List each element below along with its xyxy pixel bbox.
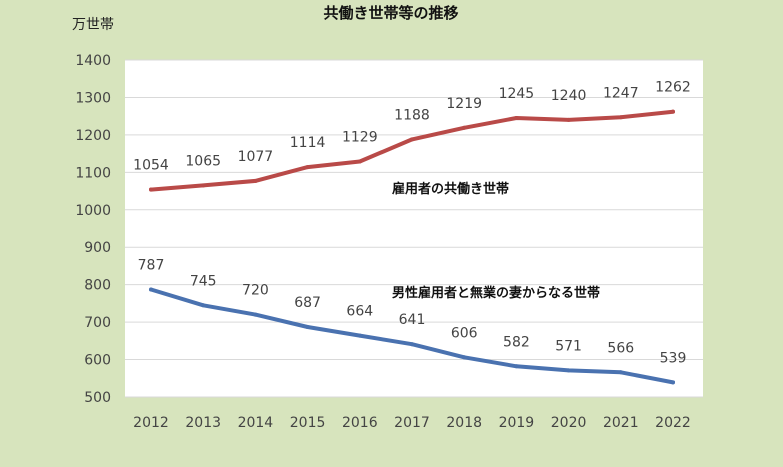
y-tick-label: 1300 bbox=[75, 90, 111, 106]
x-tick-label: 2017 bbox=[394, 415, 430, 431]
data-label: 720 bbox=[242, 283, 269, 299]
y-tick-label: 1000 bbox=[75, 203, 111, 219]
y-tick-label: 1400 bbox=[75, 53, 111, 69]
data-label: 1245 bbox=[499, 86, 535, 102]
x-tick-label: 2014 bbox=[238, 415, 274, 431]
data-point bbox=[305, 324, 310, 329]
data-label: 1065 bbox=[185, 153, 221, 169]
data-point bbox=[357, 333, 362, 338]
x-tick-label: 2012 bbox=[133, 415, 169, 431]
data-label: 1240 bbox=[551, 88, 587, 104]
data-label: 641 bbox=[399, 312, 426, 328]
data-point bbox=[514, 116, 519, 121]
data-point bbox=[201, 183, 206, 188]
data-label: 1077 bbox=[238, 149, 274, 165]
data-point bbox=[253, 312, 258, 317]
series-group: 1054 1065 1077 1114 1129 1188 1219 1245 1240 1247… bbox=[133, 80, 691, 385]
data-point bbox=[201, 303, 206, 308]
data-label: 1114 bbox=[290, 135, 326, 151]
x-tick-label: 2019 bbox=[499, 415, 535, 431]
data-point bbox=[671, 380, 675, 385]
data-point bbox=[410, 342, 414, 347]
data-label: 566 bbox=[607, 340, 634, 356]
data-label: 745 bbox=[190, 273, 217, 289]
data-label: 787 bbox=[138, 258, 165, 274]
x-tick-label: 2020 bbox=[551, 415, 587, 431]
data-point bbox=[305, 165, 310, 170]
data-point bbox=[618, 115, 623, 120]
data-point bbox=[253, 178, 258, 183]
data-label: 582 bbox=[503, 334, 530, 350]
x-tick-label: 2013 bbox=[185, 415, 221, 431]
y-tick-label: 900 bbox=[84, 240, 111, 256]
y-tick-label: 700 bbox=[84, 315, 111, 331]
data-label: 571 bbox=[555, 338, 582, 354]
series-label-single-income: 男性雇用者と無業の妻からなる世帯 bbox=[392, 285, 600, 301]
data-label: 1054 bbox=[133, 158, 169, 174]
unit-label: 万世帯 bbox=[72, 17, 114, 33]
data-point bbox=[357, 159, 362, 164]
data-label: 1262 bbox=[655, 80, 691, 96]
chart-title: 共働き世帯等の推移 bbox=[323, 4, 458, 22]
data-label: 687 bbox=[294, 295, 321, 311]
data-point bbox=[671, 109, 675, 114]
data-point bbox=[149, 187, 153, 192]
y-tick-label: 600 bbox=[84, 353, 111, 369]
data-point bbox=[566, 368, 571, 373]
x-tick-label: 2015 bbox=[290, 415, 326, 431]
x-axis: 2012 2013 2014 2015 2016 2017 2018 2019 2020 2021… bbox=[133, 415, 691, 431]
y-axis: 500 600 700 800 900 1000 1100 1200 1300 1400 bbox=[75, 53, 111, 406]
grid-lines bbox=[125, 59, 703, 398]
y-tick-label: 1200 bbox=[75, 128, 111, 144]
data-label: 1247 bbox=[603, 85, 639, 101]
data-label: 664 bbox=[346, 304, 373, 320]
x-tick-label: 2018 bbox=[446, 415, 482, 431]
data-label: 1188 bbox=[394, 107, 430, 123]
data-point bbox=[410, 137, 414, 142]
data-point bbox=[149, 287, 153, 292]
data-point bbox=[462, 125, 467, 130]
y-tick-label: 800 bbox=[84, 278, 111, 294]
y-tick-label: 1100 bbox=[75, 165, 111, 181]
data-label: 1129 bbox=[342, 129, 378, 145]
data-point bbox=[566, 117, 571, 122]
y-tick-label: 500 bbox=[84, 390, 111, 406]
x-tick-label: 2021 bbox=[603, 415, 639, 431]
data-point bbox=[514, 364, 519, 369]
x-tick-label: 2016 bbox=[342, 415, 378, 431]
data-label: 1219 bbox=[446, 96, 482, 112]
series-label-dual-income: 雇用者の共働き世帯 bbox=[392, 181, 509, 197]
data-point bbox=[462, 355, 467, 360]
x-tick-label: 2022 bbox=[655, 415, 691, 431]
data-point bbox=[618, 370, 623, 375]
data-label: 606 bbox=[451, 325, 478, 341]
data-label: 539 bbox=[660, 350, 687, 366]
